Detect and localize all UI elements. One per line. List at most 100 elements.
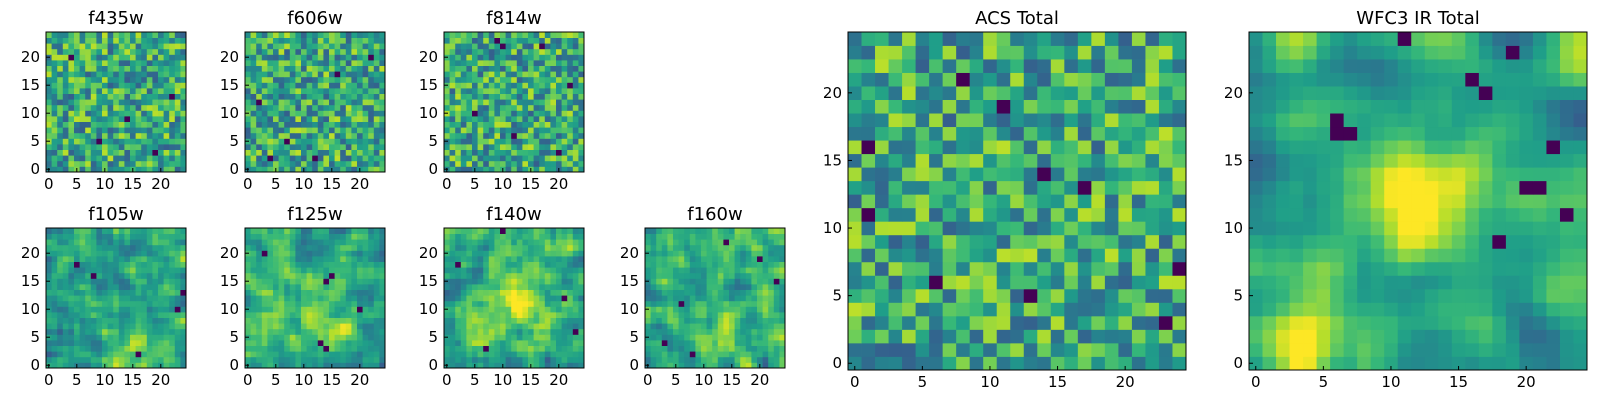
heatmap-cell bbox=[107, 71, 114, 78]
heatmap-cell bbox=[533, 356, 540, 363]
heatmap-cell bbox=[368, 132, 375, 139]
x-tick-label: 10 bbox=[694, 371, 713, 389]
heatmap-cell bbox=[567, 99, 574, 106]
heatmap-cell bbox=[539, 104, 546, 111]
heatmap-cell bbox=[256, 166, 263, 173]
heatmap-cell bbox=[768, 289, 775, 296]
heatmap-cell bbox=[888, 248, 903, 263]
heatmap-cell bbox=[340, 138, 347, 145]
heatmap-cell bbox=[329, 149, 335, 156]
heatmap-cell bbox=[301, 250, 307, 257]
heatmap-cell bbox=[124, 272, 131, 279]
heatmap-cell bbox=[848, 315, 862, 330]
heatmap-cell bbox=[888, 342, 903, 357]
heatmap-cell bbox=[1172, 342, 1187, 357]
heatmap-cell bbox=[578, 37, 585, 44]
heatmap-cell bbox=[650, 244, 657, 251]
heatmap-cell bbox=[544, 267, 551, 274]
heatmap-cell bbox=[329, 132, 335, 139]
heatmap-cell bbox=[717, 317, 724, 324]
heatmap-cell bbox=[245, 155, 251, 162]
heatmap-cell bbox=[875, 221, 889, 236]
heatmap-cell bbox=[295, 362, 302, 369]
heatmap-cell bbox=[379, 328, 386, 335]
heatmap-cell bbox=[261, 32, 268, 38]
x-tick-label: 15 bbox=[123, 371, 142, 389]
heatmap-cell bbox=[306, 278, 313, 285]
heatmap-cell bbox=[466, 54, 473, 61]
heatmap-cell bbox=[130, 65, 136, 72]
heatmap-cell bbox=[983, 315, 998, 330]
heatmap-cell bbox=[768, 312, 775, 318]
heatmap-cell bbox=[667, 261, 674, 268]
heatmap-cell bbox=[152, 82, 159, 89]
heatmap-cell bbox=[180, 144, 187, 150]
heatmap-cell bbox=[273, 334, 279, 341]
heatmap-cell bbox=[273, 289, 279, 296]
heatmap-cell bbox=[533, 65, 540, 72]
heatmap-cell bbox=[118, 48, 125, 55]
heatmap-cell bbox=[779, 256, 786, 262]
heatmap-cell bbox=[1037, 329, 1052, 344]
heatmap-cell bbox=[751, 267, 758, 274]
heatmap-cell bbox=[289, 306, 296, 313]
heatmap-cell bbox=[46, 144, 52, 150]
heatmap-cell bbox=[539, 356, 546, 363]
heatmap-cell bbox=[379, 228, 386, 234]
heatmap-cell bbox=[762, 340, 769, 346]
heatmap-cell bbox=[96, 138, 103, 145]
heatmap-cell bbox=[351, 149, 358, 156]
heatmap-cell bbox=[466, 244, 473, 251]
heatmap-cell bbox=[494, 239, 501, 246]
heatmap-cell bbox=[1131, 329, 1146, 344]
heatmap-cell bbox=[567, 278, 574, 285]
heatmap-cell bbox=[902, 288, 916, 303]
heatmap-cell bbox=[146, 239, 153, 246]
heatmap-cell bbox=[362, 356, 369, 363]
heatmap-cell bbox=[483, 82, 490, 89]
heatmap-cell bbox=[102, 88, 108, 94]
heatmap-cell bbox=[572, 356, 579, 363]
heatmap-cell bbox=[118, 132, 125, 139]
heatmap-cell bbox=[768, 345, 775, 352]
heatmap-cell bbox=[289, 267, 296, 274]
heatmap-cell bbox=[533, 99, 540, 106]
heatmap-cell bbox=[550, 334, 557, 341]
heatmap-cell bbox=[74, 239, 80, 246]
heatmap-cell bbox=[701, 300, 707, 307]
heatmap-cell bbox=[51, 149, 58, 156]
heatmap-cell bbox=[301, 48, 307, 55]
heatmap-cell bbox=[351, 233, 358, 240]
heatmap-cell bbox=[158, 356, 164, 363]
heatmap-cell bbox=[295, 32, 302, 38]
heatmap-cell bbox=[667, 340, 674, 346]
heatmap-cell bbox=[528, 149, 534, 156]
heatmap-cell bbox=[678, 289, 685, 296]
heatmap-cell bbox=[163, 65, 170, 72]
heatmap-cell bbox=[85, 356, 92, 363]
heatmap-cell bbox=[250, 32, 257, 38]
heatmap-cell bbox=[717, 345, 724, 352]
heatmap-cell bbox=[79, 239, 86, 246]
heatmap-cell bbox=[466, 317, 473, 324]
heatmap-cell bbox=[528, 110, 534, 117]
heatmap-cell bbox=[706, 328, 713, 335]
heatmap-cell bbox=[861, 126, 876, 141]
heatmap-cell bbox=[556, 312, 562, 318]
heatmap-cell bbox=[533, 132, 540, 139]
heatmap-cell bbox=[734, 328, 741, 335]
heatmap-cell bbox=[1091, 302, 1106, 317]
heatmap-cell bbox=[107, 155, 114, 162]
heatmap-cell bbox=[295, 239, 302, 246]
heatmap-cell bbox=[267, 328, 274, 335]
heatmap-cell bbox=[146, 295, 153, 302]
heatmap-cell bbox=[301, 121, 307, 128]
heatmap-cell bbox=[1131, 221, 1146, 236]
heatmap-cell bbox=[334, 110, 341, 117]
heatmap-cell bbox=[768, 340, 775, 346]
heatmap-cell bbox=[289, 166, 296, 173]
heatmap-cell bbox=[323, 149, 330, 156]
heatmap-cell bbox=[141, 362, 148, 369]
heatmap-cell bbox=[351, 317, 358, 324]
heatmap-cell bbox=[273, 60, 279, 66]
